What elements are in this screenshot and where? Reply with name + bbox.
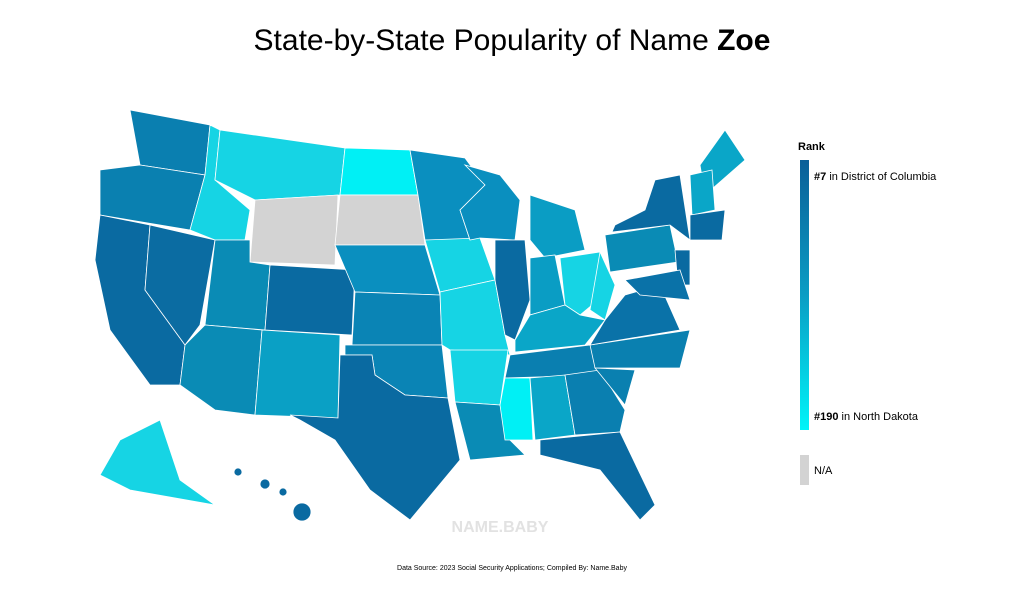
- legend-top-rank: #7: [814, 171, 826, 183]
- legend-bottom-text: in North Dakota: [842, 411, 919, 423]
- us-map: [94, 109, 746, 522]
- title-name: Zoe: [717, 24, 770, 57]
- legend-na: N/A: [814, 465, 833, 477]
- title-prefix: State-by-State Popularity of Name: [254, 24, 709, 57]
- legend-top: #7 in District of Columbia: [814, 171, 937, 183]
- legend-na-swatch: [800, 455, 809, 485]
- legend-top-text: in District of Columbia: [829, 171, 937, 183]
- source: Data Source: 2023 Social Security Applic…: [397, 565, 627, 572]
- legend-title: Rank: [798, 141, 826, 153]
- watermark: NAME.BABY: [452, 519, 549, 536]
- legend-bottom-rank: #190: [814, 411, 838, 423]
- legend-bottom: #190 in North Dakota: [814, 411, 919, 423]
- title: State-by-State Popularity of Name Zoe: [254, 24, 771, 57]
- legend-gradient: [800, 160, 809, 430]
